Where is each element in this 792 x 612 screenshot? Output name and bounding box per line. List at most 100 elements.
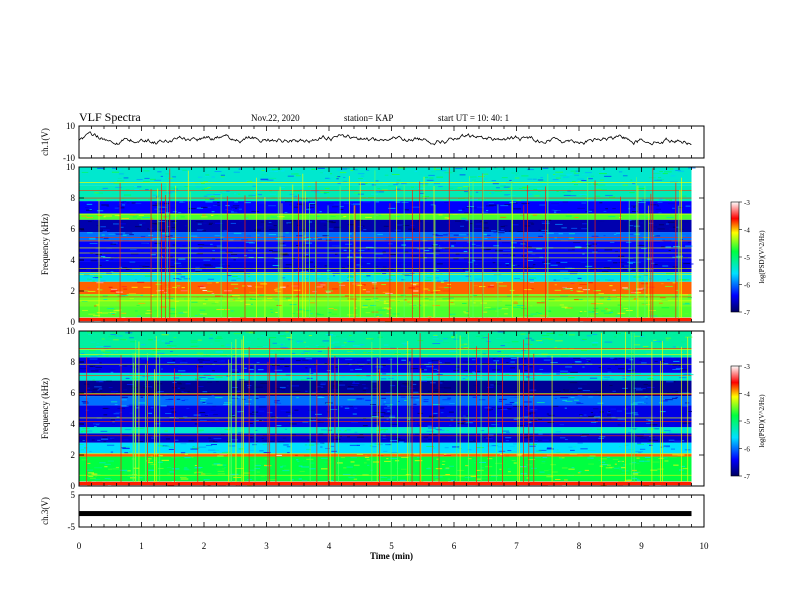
ch1-texture — [604, 308, 608, 310]
ch2-texture — [412, 407, 415, 409]
ch2-texture — [96, 343, 100, 345]
ch1-texture — [138, 299, 145, 301]
ch2-texture — [555, 431, 562, 433]
ch2-texture — [103, 351, 111, 353]
ch2-texture — [433, 384, 437, 386]
ch1-texture — [362, 284, 366, 286]
ch2-texture — [498, 398, 507, 400]
ch1-texture — [475, 191, 479, 193]
ch2-texture — [277, 343, 286, 345]
ch2-texture — [675, 368, 683, 370]
ch2-texture — [119, 339, 126, 341]
ch2-texture — [495, 381, 504, 383]
ch1-texture — [365, 169, 370, 171]
ch2-texture — [111, 423, 116, 425]
ch1-texture — [460, 217, 467, 219]
ch2-texture — [356, 444, 360, 446]
ch2-texture — [256, 362, 260, 364]
ch1-texture — [643, 278, 649, 280]
ch2-texture — [306, 373, 309, 375]
ch1-texture — [573, 184, 579, 186]
ch2-texture — [196, 431, 202, 433]
ch2-texture — [637, 443, 645, 445]
ch2-texture — [441, 463, 445, 465]
ch1-texture — [500, 228, 504, 230]
ch2-texture — [150, 437, 155, 439]
ch2-texture — [215, 337, 223, 339]
ch1-texture — [466, 241, 471, 243]
ch2-texture — [579, 383, 587, 385]
ch2-texture — [455, 366, 460, 368]
ch2-texture — [308, 335, 313, 337]
ch2-texture — [510, 397, 518, 399]
ch2-texture — [317, 397, 325, 399]
ch1-texture — [234, 201, 239, 203]
ch1-texture — [298, 244, 302, 246]
ch2-texture — [559, 437, 566, 439]
ch1-texture — [604, 249, 613, 251]
ch2-texture — [528, 421, 532, 423]
ch2-texture — [444, 447, 449, 449]
ch2-spectrogram — [79, 331, 694, 486]
ch1-texture — [426, 277, 432, 279]
ch1-texture — [95, 304, 99, 306]
ch2-texture — [415, 334, 424, 336]
ch1-texture — [327, 196, 330, 198]
ch1-texture — [383, 225, 389, 227]
ch2-texture — [250, 413, 257, 415]
ch1-texture — [83, 201, 89, 203]
ch1-texture — [469, 223, 473, 225]
ch2-texture — [132, 446, 136, 448]
ch2-texture — [409, 423, 417, 425]
ch1-texture — [165, 192, 173, 194]
ch1-texture — [168, 177, 173, 179]
ch2-texture — [270, 416, 274, 418]
ch1-texture — [563, 176, 570, 178]
ch1-texture — [660, 246, 665, 248]
ch2-texture — [292, 384, 301, 386]
x-tick-label: 10 — [700, 541, 710, 551]
ch2-texture — [646, 443, 654, 445]
ch2-texture — [405, 474, 411, 476]
ch2-texture — [300, 352, 305, 354]
ch1-texture — [215, 266, 223, 268]
ch1-texture — [665, 246, 672, 248]
ch2-texture — [227, 399, 234, 401]
ch2-texture — [560, 370, 569, 372]
ch1-texture — [160, 306, 167, 308]
ch1-texture — [457, 187, 463, 189]
ch1-texture — [82, 309, 88, 311]
ch2-texture — [135, 427, 144, 429]
ch2-texture — [237, 411, 241, 413]
ch1-texture — [547, 311, 552, 313]
ch1-texture — [87, 290, 96, 292]
ch2-texture — [316, 386, 323, 388]
ch1-texture — [597, 303, 604, 305]
ch1-texture — [96, 192, 103, 194]
ch2-texture — [80, 368, 87, 370]
ch1-texture — [328, 228, 334, 230]
ch2-texture — [87, 484, 91, 486]
ch2-texture — [397, 439, 406, 441]
ch2-texture — [385, 404, 393, 406]
ch1-texture — [343, 176, 346, 178]
ch2-texture — [445, 454, 451, 456]
ch2-texture — [659, 411, 666, 413]
ch2-texture — [492, 355, 498, 357]
ch1-texture — [211, 176, 215, 178]
ch1-texture — [205, 206, 212, 208]
ch2-texture — [305, 367, 308, 369]
ch2-texture — [482, 337, 488, 339]
ch2-texture — [280, 466, 283, 468]
ch1-texture — [183, 311, 188, 313]
ch2-texture — [255, 429, 258, 431]
ch2-texture — [617, 418, 626, 420]
ch2-texture — [329, 342, 335, 344]
ch2-texture — [401, 457, 409, 459]
ch2-texture — [423, 401, 429, 403]
ch2-texture — [404, 384, 413, 386]
ch2-texture — [524, 405, 528, 407]
ch2-texture — [95, 368, 102, 370]
ch2-texture — [611, 416, 616, 418]
ch1-texture — [160, 175, 163, 177]
